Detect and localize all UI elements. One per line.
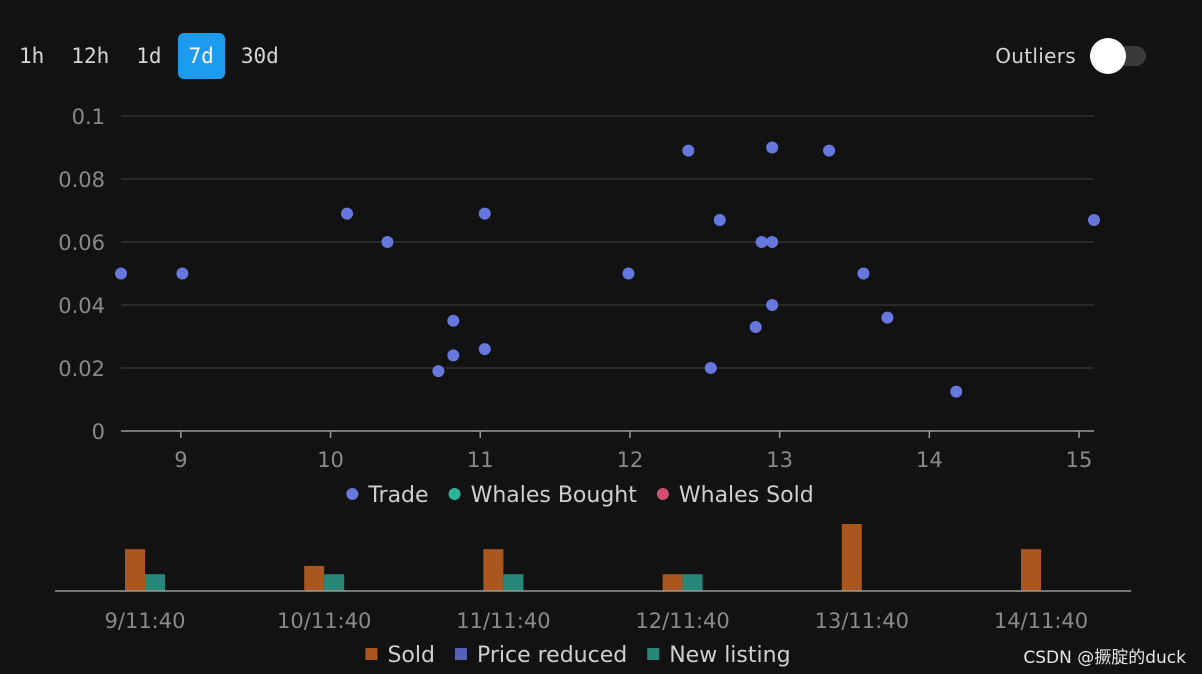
bar-chart-bars <box>125 524 1041 591</box>
scatter-point-trade <box>478 207 491 220</box>
scatter-point-trade <box>341 207 354 220</box>
scatter-point-trade <box>881 311 894 324</box>
scatter-legend-label-whales-bought: Whales Bought <box>471 483 638 508</box>
scatter-x-tick-label: 9 <box>174 448 187 472</box>
bar-sold <box>125 549 145 591</box>
scatter-point-trade <box>381 236 394 248</box>
scatter-point-trade <box>713 213 726 226</box>
scatter-point-trade <box>622 267 635 280</box>
bar-new-listing <box>503 574 524 591</box>
scatter-point-trade <box>766 299 779 311</box>
outliers-label: Outliers <box>995 44 1076 68</box>
bar-sold <box>483 549 504 591</box>
scatter-x-tick-label: 11 <box>467 448 494 472</box>
tab-7d[interactable]: 7d <box>177 33 225 79</box>
scatter-x-tick-label: 13 <box>766 448 793 472</box>
bar-new-listing <box>145 574 165 591</box>
bar-legend-marker-sold <box>365 648 378 660</box>
scatter-x-tick-label: 15 <box>1066 448 1093 472</box>
scatter-legend-label-trade: Trade <box>367 483 428 508</box>
scatter-grid <box>121 115 1094 369</box>
bar-x-tick-label: 14/11:40 <box>994 609 1088 633</box>
bar-sold <box>841 524 862 591</box>
scatter-point-trade <box>447 349 460 362</box>
bar-sold <box>304 565 325 591</box>
scatter-point-trade <box>704 362 717 374</box>
outliers-toggle[interactable] <box>1090 38 1148 74</box>
scatter-legend-marker-whales-sold <box>656 488 669 500</box>
scatter-point-trade <box>447 314 460 327</box>
scatter-y-tick-label: 0.1 <box>72 105 105 129</box>
scatter-legend-marker-whales-bought <box>448 488 461 500</box>
watermark: CSDN @撅腚的duck <box>1023 648 1186 668</box>
tab-12h[interactable]: 12h <box>71 44 110 68</box>
bar-chart-axes: 9/11:40 10/11:40 11/11:40 12/11:40 13/11:40 1… <box>55 590 1131 633</box>
bar-x-tick-label: 11/11:40 <box>456 609 550 633</box>
outliers-control: Outliers <box>995 36 1148 76</box>
scatter-legend-marker-trade <box>346 488 359 500</box>
tab-30d[interactable]: 30d <box>240 44 279 68</box>
scatter-point-trade <box>857 267 870 280</box>
bar-chart: 9/11:40 10/11:40 11/11:40 12/11:40 13/11:40 1… <box>55 524 1131 668</box>
bar-new-listing <box>682 574 703 591</box>
scatter-point-trade <box>1088 213 1100 226</box>
scatter-point-trade <box>432 365 445 378</box>
scatter-point-trade <box>766 141 779 154</box>
scatter-x-tick-label: 14 <box>916 448 943 472</box>
scatter-y-tick-label: 0 <box>92 420 105 444</box>
scatter-x-tick-label: 12 <box>617 448 644 472</box>
scatter-y-tick-label: 0.04 <box>58 294 105 318</box>
bar-chart-legend: Sold Price reduced New listing <box>365 643 791 668</box>
tab-1h[interactable]: 1h <box>19 44 45 68</box>
bar-legend-marker-new-listing <box>647 648 660 660</box>
scatter-point-trade <box>766 236 779 248</box>
scatter-y-tick-label: 0.02 <box>58 357 105 381</box>
bar-x-tick-label: 13/11:40 <box>815 609 909 633</box>
bar-legend-label-price-reduced: Price reduced <box>477 643 627 668</box>
scatter-point-trade <box>755 236 768 248</box>
scatter-y-tick-label: 0.08 <box>58 168 105 192</box>
scatter-legend: Trade Whales Bought Whales Sold <box>346 483 814 508</box>
scatter-point-trade <box>176 267 189 280</box>
bar-legend-label-sold: Sold <box>387 643 435 668</box>
scatter-point-trade <box>478 343 491 356</box>
bar-legend-marker-price-reduced <box>454 648 467 660</box>
scatter-point-trade <box>950 385 963 398</box>
bar-x-tick-label: 10/11:40 <box>277 609 371 633</box>
scatter-point-trade <box>823 144 836 157</box>
scatter-point-trade <box>115 267 127 280</box>
scatter-points <box>115 141 1100 398</box>
scatter-x-tick-label: 10 <box>317 448 344 472</box>
scatter-point-trade <box>749 321 762 334</box>
bar-new-listing <box>324 574 345 591</box>
scatter-chart: 0 0.02 0.04 0.06 0.08 0.1 9 10 11 12 13 14 15 Trade W… <box>58 105 1100 508</box>
bar-sold <box>662 574 683 591</box>
scatter-y-tick-label: 0.06 <box>58 231 105 255</box>
bar-sold <box>1021 549 1041 591</box>
outliers-toggle-knob[interactable] <box>1090 38 1126 74</box>
scatter-legend-label-whales-sold: Whales Sold <box>679 483 814 508</box>
bar-x-tick-label: 12/11:40 <box>635 609 729 633</box>
tab-1d[interactable]: 1d <box>136 44 162 68</box>
bar-x-tick-label: 9/11:40 <box>105 609 186 633</box>
time-range-tabs: 1h 12h 1d 7d 30d <box>8 33 295 79</box>
bar-legend-label-new-listing: New listing <box>669 643 790 668</box>
scatter-point-trade <box>682 144 695 157</box>
scatter-axes: 0 0.02 0.04 0.06 0.08 0.1 9 10 11 12 13 14 15 <box>58 105 1094 472</box>
